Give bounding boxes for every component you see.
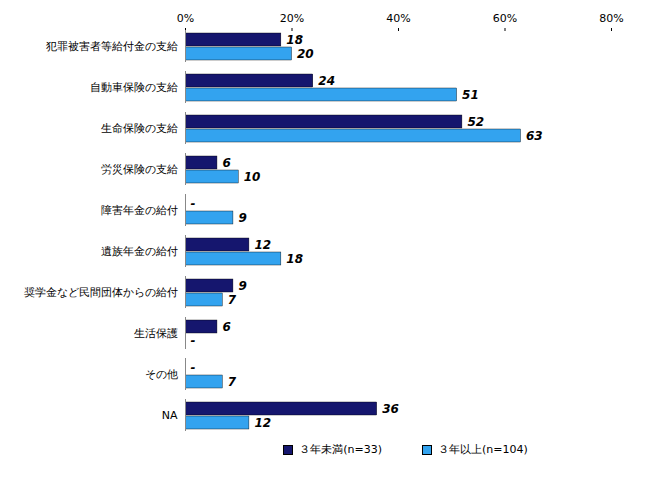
svg-text:18: 18	[286, 33, 303, 47]
svg-text:NA: NA	[162, 409, 178, 422]
svg-text:63: 63	[526, 129, 543, 143]
svg-text:60%: 60%	[493, 12, 517, 25]
svg-text:6: 6	[222, 156, 230, 170]
svg-text:生活保護: 生活保護	[134, 327, 178, 340]
svg-text:24: 24	[318, 74, 335, 88]
svg-text:18: 18	[286, 252, 303, 266]
svg-text:12: 12	[254, 238, 271, 252]
svg-text:12: 12	[254, 416, 271, 430]
svg-text:障害年金の給付: 障害年金の給付	[101, 204, 178, 217]
svg-text:6: 6	[222, 320, 230, 334]
svg-text:0%: 0%	[177, 12, 194, 25]
svg-text:51: 51	[462, 88, 479, 102]
svg-text:奨学金など民間団体からの給付: 奨学金など民間団体からの給付	[24, 286, 178, 299]
svg-text:40%: 40%	[386, 12, 410, 25]
svg-text:労災保険の支給: 労災保険の支給	[101, 163, 178, 176]
svg-text:遺族年金の給付: 遺族年金の給付	[101, 245, 178, 258]
svg-text:80%: 80%	[599, 12, 623, 25]
svg-text:20: 20	[297, 47, 314, 61]
svg-text:36: 36	[382, 402, 399, 416]
html-text:３年以上(n=104): ３年以上(n=104)	[438, 443, 528, 456]
svg-text:9: 9	[238, 211, 246, 225]
svg-text:生命保険の支給: 生命保険の支給	[101, 122, 178, 135]
svg-text:10: 10	[244, 170, 261, 184]
svg-text:7: 7	[228, 375, 237, 389]
svg-text:7: 7	[228, 293, 237, 307]
svg-text:自動車保険の支給: 自動車保険の支給	[90, 81, 178, 94]
svg-text:-: -	[191, 197, 196, 211]
svg-text:-: -	[191, 334, 196, 348]
svg-text:20%: 20%	[280, 12, 304, 25]
svg-text:9: 9	[238, 279, 246, 293]
svg-text:-: -	[191, 361, 196, 375]
html-text:３年未満(n=33): ３年未満(n=33)	[299, 443, 382, 456]
svg-text:犯罪被害者等給付金の支給: 犯罪被害者等給付金の支給	[46, 40, 178, 53]
svg-text:その他: その他	[145, 368, 178, 381]
svg-text:52: 52	[467, 115, 484, 129]
